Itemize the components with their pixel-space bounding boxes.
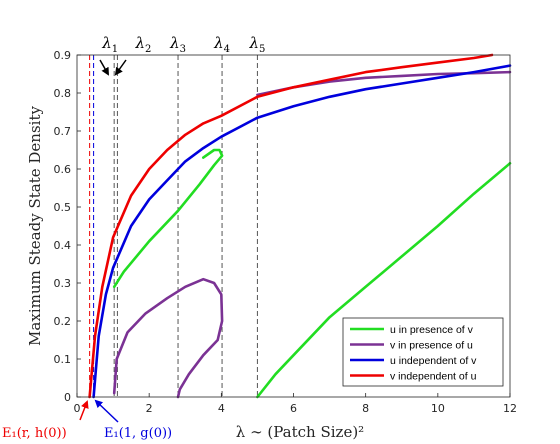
y-tick-label: 0.9 — [54, 49, 72, 62]
series-line-1-0 — [112, 277, 224, 399]
lambda-label-5: λ5 — [248, 34, 265, 55]
series-line-0-0 — [112, 148, 224, 289]
y-tick-label: 0.8 — [54, 87, 72, 100]
y-tick-label: 0.7 — [54, 125, 72, 138]
series-layer — [88, 53, 512, 399]
legend-label: u independent of v — [390, 355, 477, 367]
e1-blue-annotation: E₁(1, g(0)) — [104, 426, 172, 441]
x-axis-label: λ ∼ (Patch Size)² — [236, 423, 364, 441]
lambda-labels: λ1 λ2 λ3 λ4 λ5 — [101, 34, 265, 55]
legend-label: v independent of u — [390, 370, 477, 382]
lambda1-arrow — [99, 59, 109, 76]
x-tick-label: 6 — [290, 402, 297, 415]
lambda-label-1: λ1 — [101, 34, 118, 55]
y-tick-label: 0.5 — [54, 201, 72, 214]
y-tick-label: 0.2 — [54, 315, 72, 328]
x-tick-label: 4 — [218, 402, 225, 415]
series-line-0-1 — [256, 162, 512, 399]
lambda-label-2: λ2 — [134, 34, 151, 55]
e1-red-arrow — [79, 400, 89, 421]
legend: u in presence of v v in presence of u u in… — [342, 317, 504, 387]
y-tick-label: 0 — [64, 391, 71, 404]
threshold-lines — [89, 55, 258, 397]
series-line-3-0 — [88, 53, 494, 399]
lambda2-arrow — [114, 59, 127, 76]
e1-red-annotation: E₁(r, h(0)) — [2, 426, 67, 441]
x-tick-label: 12 — [503, 402, 517, 415]
lambda-label-4: λ4 — [213, 34, 230, 55]
e1-blue-arrow — [94, 399, 119, 423]
lambda-label-3: λ3 — [169, 34, 186, 55]
x-axis-ticks: 0 2 4 6 8 10 12 — [74, 393, 517, 415]
y-tick-label: 0.4 — [54, 239, 72, 252]
x-tick-label: 8 — [362, 402, 369, 415]
y-axis-ticks: 0 0.1 0.2 0.3 0.4 0.5 0.6 0.7 0.8 0.9 — [54, 49, 81, 404]
x-tick-label: 2 — [146, 402, 153, 415]
legend-label: u in presence of v — [390, 324, 474, 336]
y-axis-label: Maximum Steady State Density — [26, 106, 44, 346]
y-tick-label: 0.1 — [54, 353, 72, 366]
legend-label: v in presence of u — [390, 339, 473, 351]
series-line-2-0 — [92, 64, 512, 399]
x-tick-label: 10 — [431, 402, 445, 415]
y-tick-label: 0.3 — [54, 277, 72, 290]
x-tick-label: 0 — [74, 402, 81, 415]
y-tick-label: 0.6 — [54, 163, 72, 176]
